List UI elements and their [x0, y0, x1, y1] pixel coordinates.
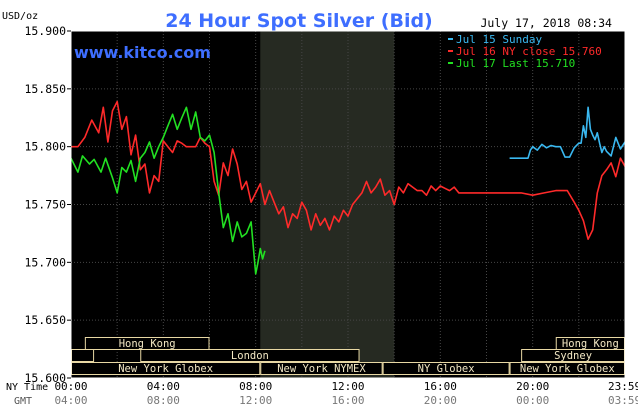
chart-overlay: 24 Hour Spot Silver (Bid) July 17, 2018 … [2, 10, 612, 62]
session-bar [140, 349, 360, 362]
session-bar [260, 362, 383, 375]
session-label: New York Globex [118, 363, 213, 375]
x-tick-label-gmt: 03:59 [608, 394, 638, 407]
x-tick-label-ny: 12:00 [331, 380, 364, 393]
grid-lines [71, 31, 625, 378]
session-label: Hong Kong [562, 338, 619, 350]
x-tick-label-gmt: 12:00 [239, 394, 272, 407]
chart-title: 24 Hour Spot Silver (Bid) [165, 10, 432, 32]
y-tick-label: 15.700 [24, 255, 66, 269]
date-label: July 17, 2018 08:34 [480, 16, 612, 30]
session-label: London [231, 350, 269, 362]
series-line [509, 106, 626, 159]
ny-time-label: NY Time [6, 382, 48, 393]
y-tick-label: 15.750 [24, 198, 66, 212]
series-line [71, 100, 626, 240]
legend-label: Jul 17 Last 15.710 [456, 57, 575, 70]
series-line [70, 106, 266, 275]
y-axis-label: USD/oz [2, 11, 38, 22]
axes: 15.900 15.850 15.800 15.750 15.700 15.650 15.6… [6, 24, 638, 407]
x-tick-label-ny: 04:00 [147, 380, 180, 393]
session-label: Hong Kong [119, 338, 176, 350]
market-sessions: Hong Kong London New York Globex New York N… [71, 337, 626, 375]
gmt-label: GMT [14, 396, 32, 407]
x-tick-label-ny: 08:00 [239, 380, 272, 393]
y-tick-label: 15.900 [24, 24, 66, 38]
y-tick-label: 15.850 [24, 82, 66, 96]
session-bar [71, 349, 95, 362]
y-tick-label: 15.600 [24, 371, 66, 385]
session-label: Sydney [554, 350, 592, 362]
price-series [70, 100, 626, 275]
legend-label: Jul 15 Sunday [456, 33, 542, 46]
legend-label: Jul 16 NY close 15.760 [456, 45, 602, 58]
x-tick-label-gmt: 16:00 [331, 394, 364, 407]
x-tick-label-gmt: 20:00 [424, 394, 457, 407]
x-tick-label-gmt: 04:00 [54, 394, 87, 407]
session-label: NY Globex [418, 363, 475, 375]
x-tick-label-ny: 20:00 [516, 380, 549, 393]
session-label: New York NYMEX [277, 363, 366, 375]
x-tick-label-ny: 00:00 [54, 380, 87, 393]
x-tick-label-ny: 23:59 [608, 380, 638, 393]
kitco-watermark: www.kitco.com [74, 43, 211, 62]
x-tick-label-ny: 16:00 [424, 380, 457, 393]
y-tick-label: 15.800 [24, 140, 66, 154]
x-tick-label-gmt: 00:00 [516, 394, 549, 407]
y-tick-label: 15.650 [24, 313, 66, 327]
session-bar [382, 362, 510, 375]
x-tick-label-gmt: 08:00 [147, 394, 180, 407]
session-label: New York Globex [520, 363, 615, 375]
